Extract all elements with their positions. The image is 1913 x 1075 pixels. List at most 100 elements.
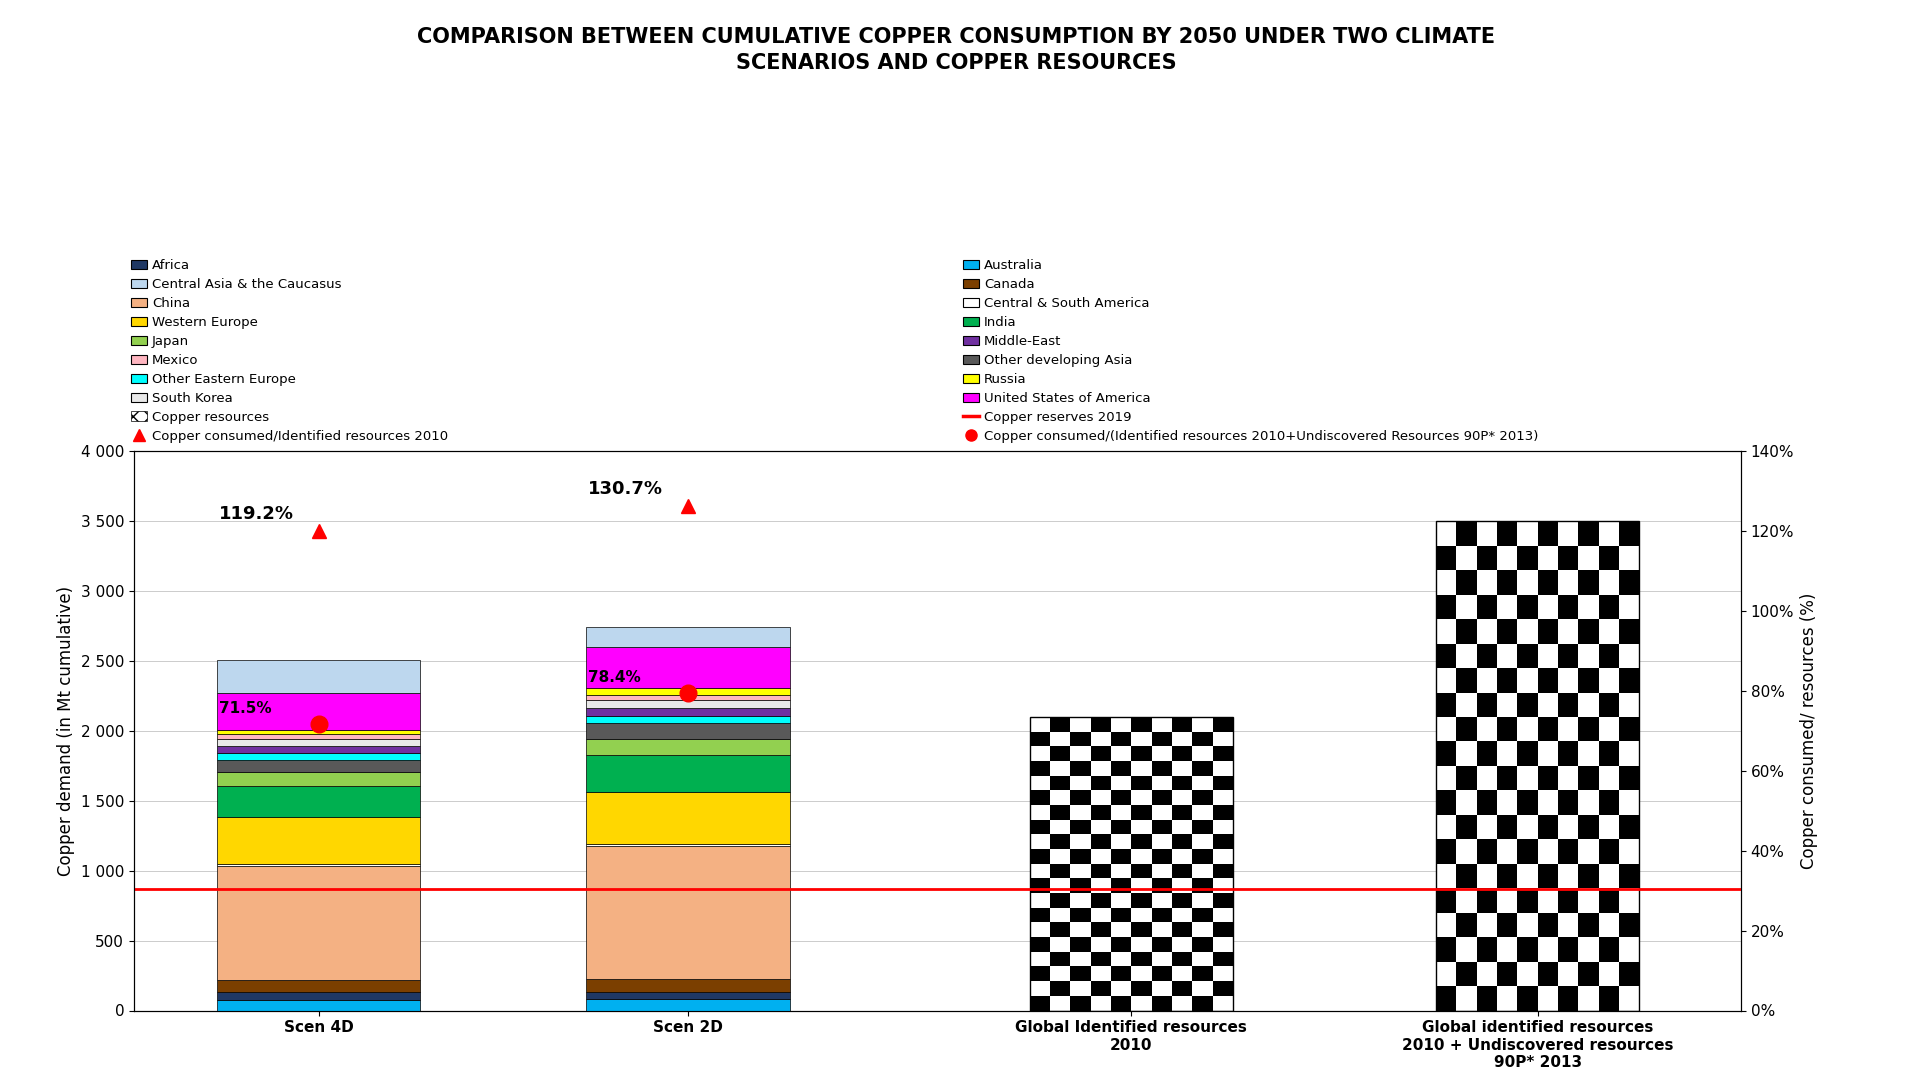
Bar	[1192, 995, 1213, 1010]
Bar	[1071, 966, 1090, 981]
Bar	[1477, 692, 1498, 717]
Bar	[1131, 834, 1152, 849]
Bar	[1192, 761, 1213, 776]
Bar	[1557, 546, 1578, 570]
Bar	[1090, 834, 1111, 849]
Bar	[587, 647, 790, 688]
Bar	[1538, 717, 1557, 742]
Bar	[1173, 893, 1192, 907]
Text: 130.7%: 130.7%	[589, 479, 664, 498]
Bar	[1618, 570, 1639, 594]
Bar	[587, 688, 790, 694]
Bar	[216, 817, 421, 863]
Bar	[1071, 820, 1090, 834]
Bar	[587, 846, 790, 979]
Bar	[587, 708, 790, 716]
Bar	[1173, 981, 1192, 995]
Bar	[216, 772, 421, 786]
Bar	[216, 660, 421, 693]
Bar	[1111, 849, 1131, 863]
Bar	[1456, 913, 1477, 937]
Bar	[587, 723, 790, 739]
Bar	[216, 739, 421, 746]
Bar	[1557, 742, 1578, 765]
Bar	[216, 746, 421, 754]
Bar	[587, 844, 790, 846]
Bar	[1456, 961, 1477, 986]
Bar	[1173, 717, 1192, 732]
Bar	[1131, 863, 1152, 878]
Bar	[1517, 888, 1538, 913]
Bar	[1477, 742, 1498, 765]
Bar	[1557, 644, 1578, 668]
Bar	[1557, 937, 1578, 961]
Bar	[1599, 937, 1618, 961]
Bar	[1131, 893, 1152, 907]
Bar	[1538, 619, 1557, 644]
Bar	[1517, 692, 1538, 717]
Bar	[1029, 849, 1050, 863]
Bar	[1557, 692, 1578, 717]
Bar	[587, 739, 790, 755]
Bar	[1192, 937, 1213, 951]
Bar	[1050, 951, 1071, 966]
Bar	[1050, 776, 1071, 790]
Bar	[587, 792, 790, 844]
Bar	[1152, 849, 1173, 863]
Bar	[1557, 986, 1578, 1010]
Bar	[1599, 986, 1618, 1010]
Bar	[587, 716, 790, 723]
Bar	[1477, 986, 1498, 1010]
Bar	[1437, 790, 1456, 815]
Bar	[1517, 937, 1538, 961]
Bar	[1578, 570, 1599, 594]
Bar	[1578, 717, 1599, 742]
Bar	[1173, 805, 1192, 820]
Bar	[1192, 849, 1213, 863]
Bar	[1437, 742, 1456, 765]
Bar	[1517, 594, 1538, 619]
Bar	[1498, 815, 1517, 840]
Bar	[1111, 761, 1131, 776]
Bar	[1599, 692, 1618, 717]
Bar	[1090, 776, 1111, 790]
Bar	[1599, 644, 1618, 668]
Bar	[1599, 888, 1618, 913]
Bar	[1173, 863, 1192, 878]
Bar	[1517, 986, 1538, 1010]
Bar	[1517, 546, 1538, 570]
Bar	[1437, 888, 1456, 913]
Bar	[1557, 840, 1578, 863]
Bar	[587, 1000, 790, 1010]
Bar	[1213, 863, 1232, 878]
Bar	[1557, 594, 1578, 619]
Bar	[1029, 966, 1050, 981]
Bar	[1498, 765, 1517, 790]
Bar	[1152, 761, 1173, 776]
Bar	[1437, 692, 1456, 717]
Bar	[1538, 668, 1557, 692]
Bar	[587, 991, 790, 1000]
Bar	[1618, 765, 1639, 790]
Bar	[1111, 878, 1131, 893]
Bar	[1498, 570, 1517, 594]
Bar	[216, 863, 421, 865]
Bar	[1029, 995, 1050, 1010]
Bar	[1213, 922, 1232, 937]
Bar	[216, 754, 421, 760]
Legend: Australia, Canada, Central & South America, India, Middle-East, Other developing: Australia, Canada, Central & South Ameri…	[962, 259, 1538, 443]
Bar	[1173, 922, 1192, 937]
Bar	[1538, 765, 1557, 790]
Bar	[1071, 937, 1090, 951]
Bar	[1111, 732, 1131, 746]
Bar	[1477, 594, 1498, 619]
Y-axis label: Copper demand (in Mt cumulative): Copper demand (in Mt cumulative)	[57, 586, 75, 876]
Bar	[1173, 746, 1192, 761]
Bar	[1192, 878, 1213, 893]
Bar	[1029, 717, 1232, 1010]
Bar	[1192, 790, 1213, 805]
Bar	[1578, 765, 1599, 790]
Bar	[1213, 805, 1232, 820]
Bar	[1618, 668, 1639, 692]
Bar	[1192, 732, 1213, 746]
